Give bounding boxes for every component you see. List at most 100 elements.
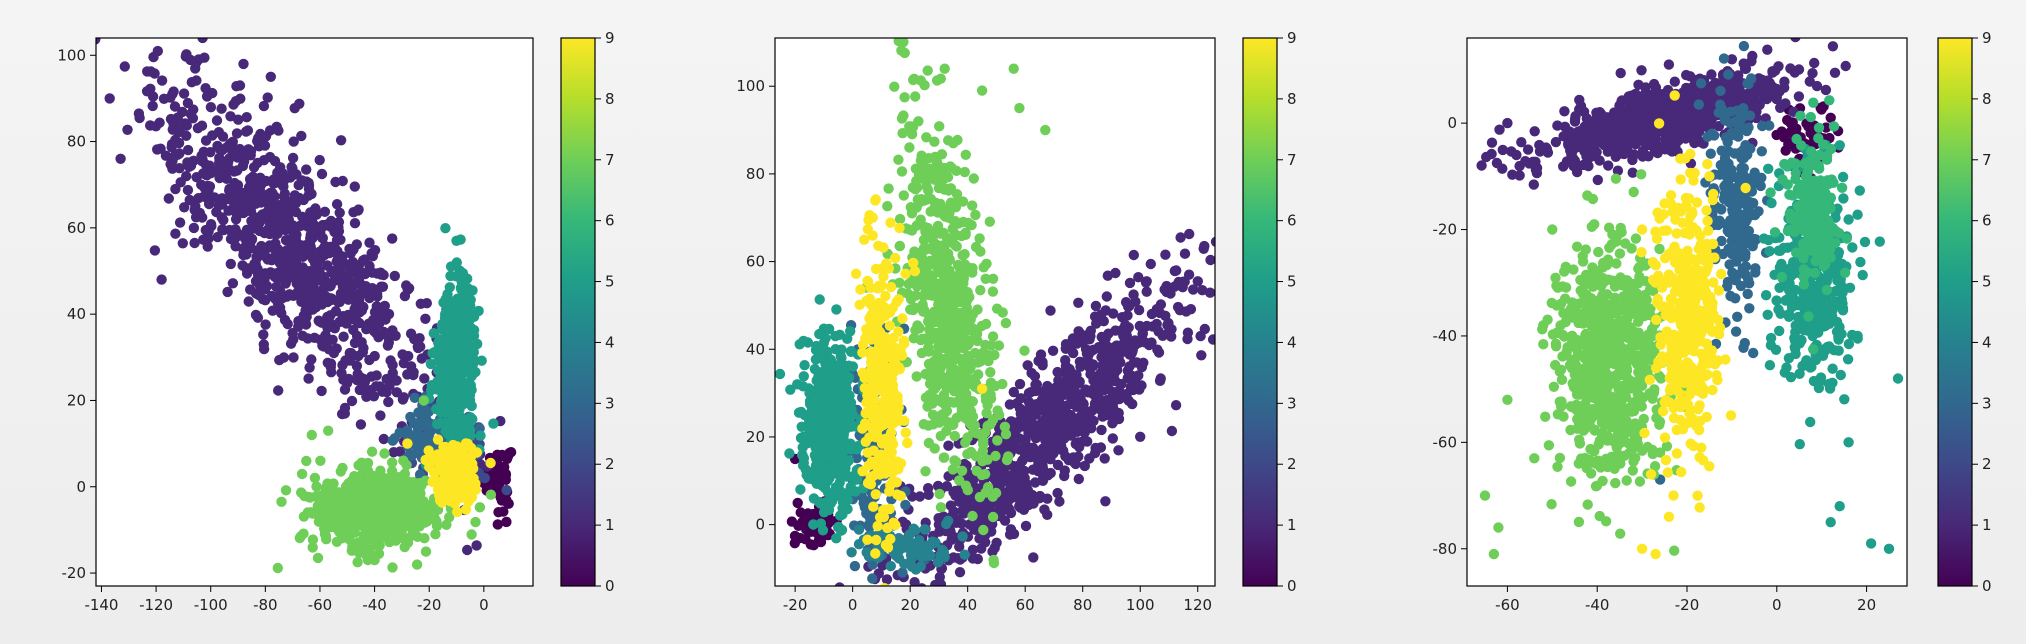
data-point [272,562,283,574]
data-point [387,457,398,468]
data-point [397,349,408,360]
data-point [155,143,166,154]
data-point [942,515,954,526]
data-point [943,440,954,451]
data-point [1116,378,1127,390]
data-point [990,487,1002,499]
data-point [381,386,392,398]
data-point [462,460,473,472]
data-point [1071,369,1082,381]
data-point [254,225,265,237]
data-point [857,347,868,358]
data-point [340,489,352,501]
data-point [923,420,934,431]
data-point [987,331,999,342]
x-tick-label: -100 [194,596,228,614]
data-point [1030,379,1041,390]
data-point [352,557,363,568]
data-point [429,513,440,524]
data-point [831,533,842,544]
data-point [879,583,890,586]
data-point [950,373,961,384]
data-point [328,347,340,359]
data-point [835,525,847,536]
data-point [976,543,987,554]
data-point [1141,276,1152,287]
data-point [1061,424,1072,435]
scatter-points [96,38,517,574]
data-point [1099,453,1110,464]
data-point [315,455,326,466]
data-point [879,310,891,322]
data-point [827,366,838,378]
data-point [440,423,452,435]
data-point [954,475,965,486]
data-point [974,233,985,244]
data-point [280,248,291,259]
data-point [200,135,212,146]
data-point [293,179,304,191]
data-point [296,468,308,480]
data-point [798,457,809,469]
data-point [391,474,402,486]
data-point [950,216,961,227]
data-point [862,534,873,545]
data-point [913,169,925,180]
data-point [1322,166,1332,176]
data-point [185,54,196,66]
data-point [900,427,911,438]
data-point [339,384,351,395]
data-point [331,199,343,210]
data-point [387,359,398,371]
data-point [304,362,315,373]
data-point [279,174,290,186]
data-point [834,582,845,586]
data-point [237,149,248,161]
data-point [225,111,236,122]
data-point [1008,63,1019,74]
data-point [260,319,271,330]
data-point [287,232,298,243]
data-point [387,233,398,244]
data-point [882,611,892,621]
data-point [407,501,419,512]
data-point [969,420,980,431]
data-point [1152,344,1163,355]
data-point [1151,304,1163,315]
data-point [936,409,947,421]
data-point [1059,389,1071,400]
data-point [1008,386,1019,398]
data-point [248,162,260,173]
data-point [867,559,878,570]
data-point [296,286,307,297]
data-point [1035,402,1047,413]
data-point [443,384,454,396]
data-point [407,493,418,504]
data-point [1205,254,1215,266]
data-point [260,268,271,279]
data-point [1017,454,1028,466]
data-point [867,573,878,584]
y-tick-label: 100 [57,46,86,64]
data-point [960,149,971,160]
data-point [235,187,247,198]
data-point [306,214,318,226]
data-point [191,172,202,183]
data-point [1090,300,1102,312]
data-point [369,509,380,521]
data-point [1162,328,1174,339]
data-point [430,529,441,540]
data-point [349,218,361,229]
data-point [320,530,332,542]
data-point [1102,270,1114,281]
data-point [844,441,855,452]
data-point [468,324,480,336]
data-point [1083,350,1094,361]
data-point [150,121,162,132]
data-point [156,75,168,86]
data-point [1016,471,1027,482]
data-point [445,331,457,342]
data-point [316,385,327,397]
data-point [178,88,190,99]
data-point [493,507,504,518]
